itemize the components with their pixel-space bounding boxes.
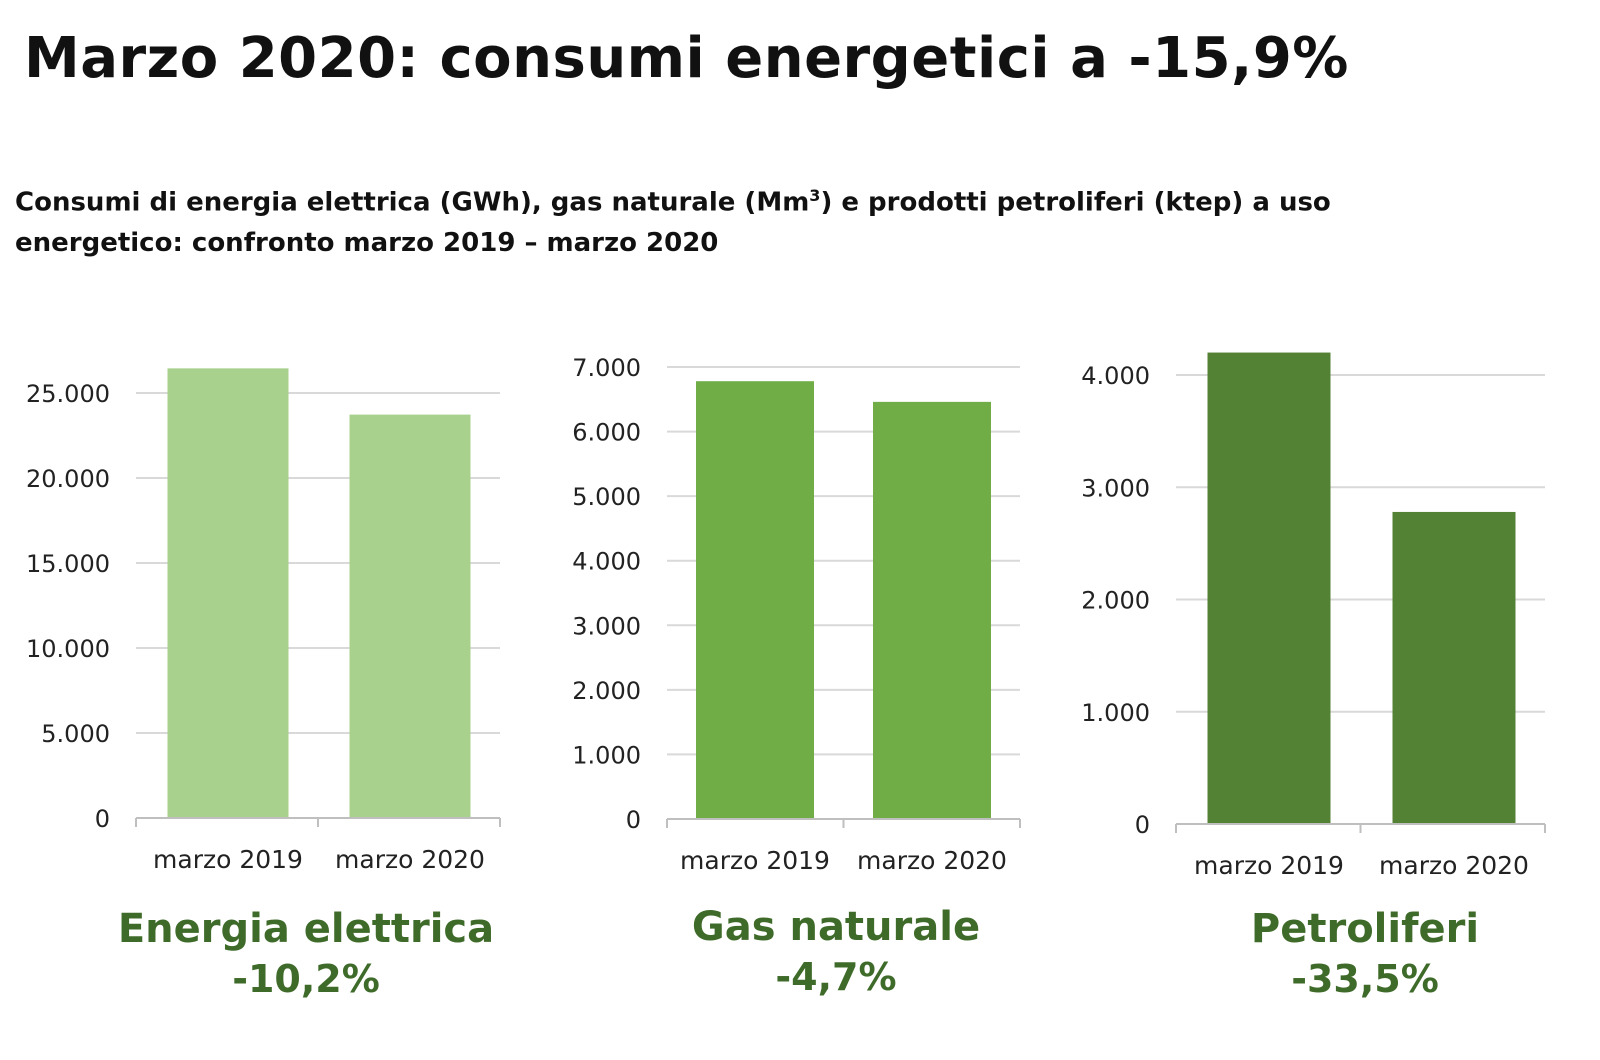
y-tick-label: 5.000	[572, 483, 641, 511]
page-title: Marzo 2020: consumi energetici a -15,9%	[24, 26, 1349, 91]
chart-label-gas: Gas naturale -4,7%	[586, 902, 1086, 1002]
y-tick-label: 2.000	[1081, 587, 1150, 615]
y-tick-label: 4.000	[572, 548, 641, 576]
chart-title: Gas naturale	[691, 904, 981, 950]
y-tick-label: 1.000	[1081, 699, 1150, 727]
x-tick-label: marzo 2019	[680, 846, 830, 875]
y-tick-label: 5.000	[41, 720, 110, 748]
chart-label-energia: Energia elettrica -10,2%	[56, 904, 556, 1004]
y-tick-label: 4.000	[1081, 362, 1150, 390]
x-tick-label: marzo 2019	[153, 845, 303, 874]
y-tick-label: 2.000	[572, 677, 641, 705]
bar-marzo-2019	[167, 368, 289, 818]
y-tick-label: 0	[1135, 811, 1150, 839]
y-tick-label: 3.000	[1081, 474, 1150, 502]
chart-change: -10,2%	[232, 957, 380, 1001]
y-tick-label: 6.000	[572, 419, 641, 447]
x-tick-label: marzo 2020	[857, 846, 1007, 875]
bar-marzo-2020	[1392, 511, 1516, 824]
chart-change: -4,7%	[775, 955, 897, 999]
bar-marzo-2019	[696, 381, 814, 819]
y-tick-label: 25.000	[26, 380, 110, 408]
y-tick-label: 0	[626, 806, 641, 834]
x-tick-label: marzo 2020	[1379, 851, 1529, 880]
subtitle-line1-post: ) e prodotti petroliferi (ktep) a uso	[820, 187, 1331, 218]
subtitle-line2: energetico: confronto marzo 2019 – marzo…	[15, 227, 719, 258]
chart-title: Energia elettrica	[117, 906, 495, 952]
chart-change: -33,5%	[1291, 957, 1439, 1001]
bar-marzo-2020	[873, 401, 991, 819]
x-tick-label: marzo 2019	[1194, 851, 1344, 880]
bar-marzo-2019	[1207, 352, 1331, 824]
y-tick-label: 1.000	[572, 741, 641, 769]
chart-title: Petroliferi	[1250, 906, 1480, 952]
x-tick-label: marzo 2020	[335, 845, 485, 874]
y-tick-label: 15.000	[26, 550, 110, 578]
subtitle-superscript: 3	[809, 186, 821, 205]
chart-subtitle: Consumi di energia elettrica (GWh), gas …	[15, 176, 1355, 263]
y-tick-label: 7.000	[572, 354, 641, 382]
y-tick-label: 10.000	[26, 635, 110, 663]
subtitle-line1-pre: Consumi di energia elettrica (GWh), gas …	[15, 187, 810, 218]
bar-marzo-2020	[349, 414, 471, 818]
y-tick-label: 3.000	[572, 612, 641, 640]
y-tick-label: 0	[95, 805, 110, 833]
chart-label-petroliferi: Petroliferi -33,5%	[1115, 904, 1600, 1004]
y-tick-label: 20.000	[26, 465, 110, 493]
